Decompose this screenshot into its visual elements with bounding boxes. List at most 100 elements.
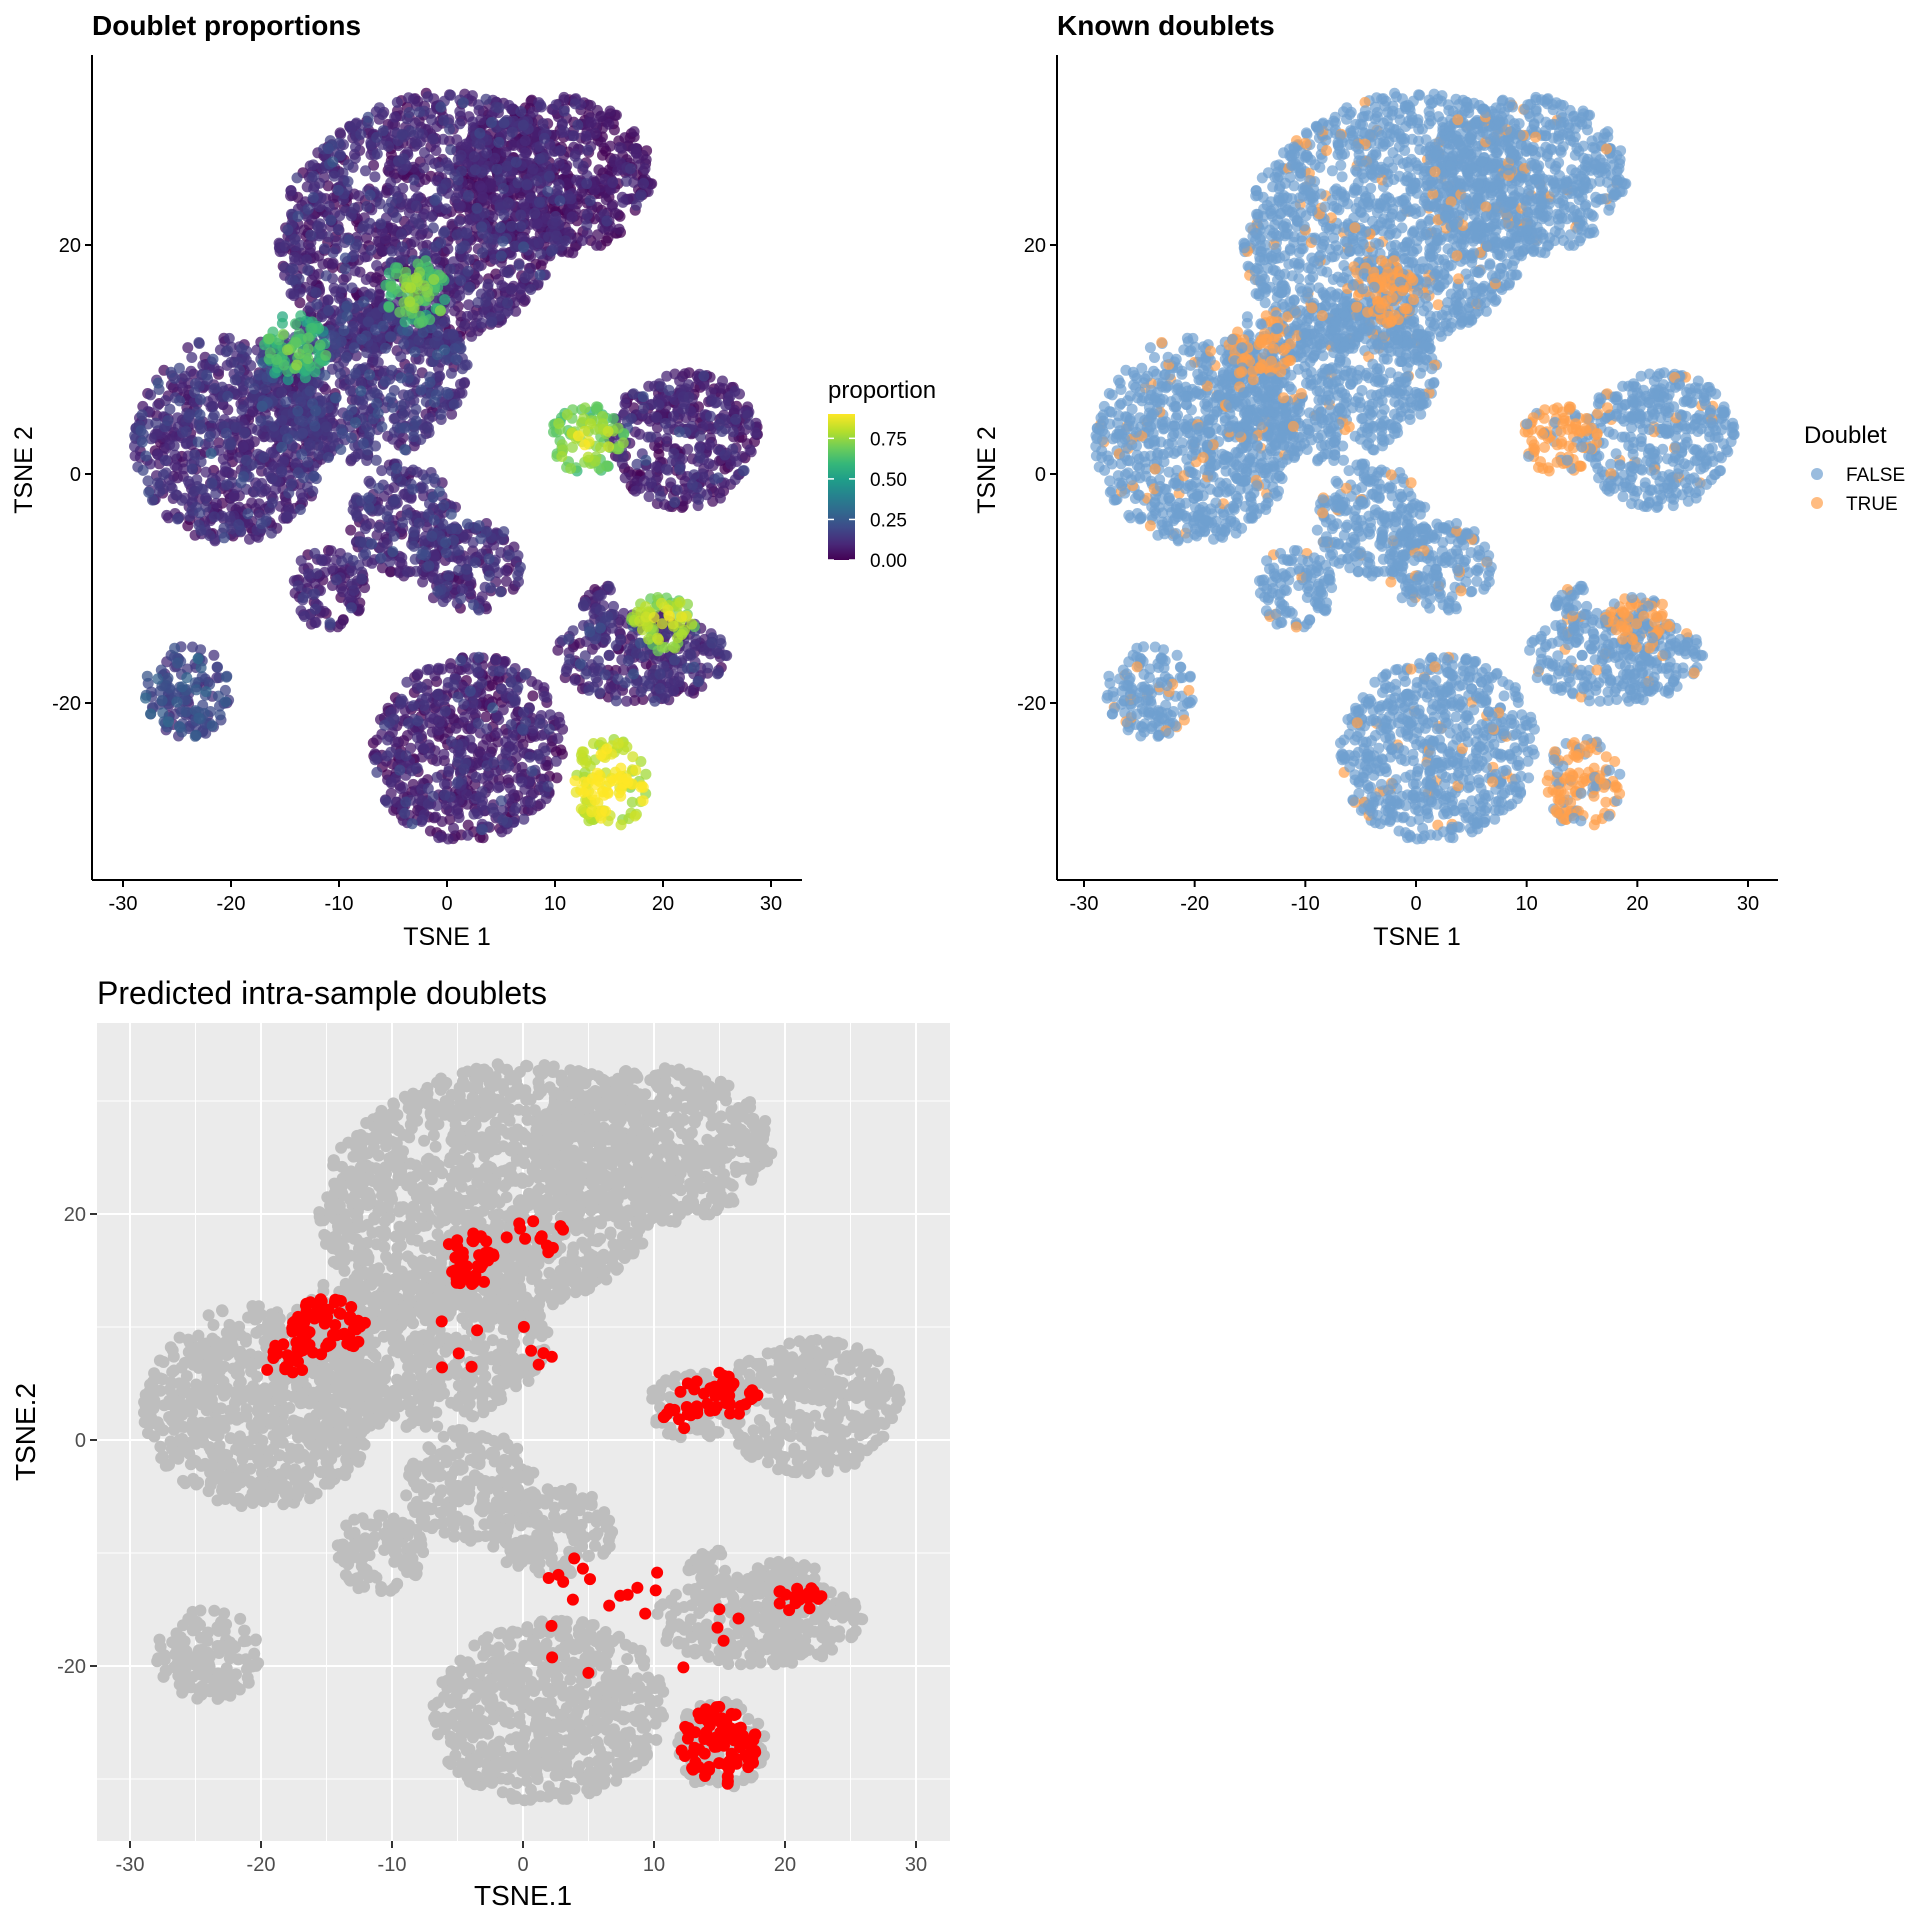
proportion-point xyxy=(642,680,654,692)
proportion-point xyxy=(411,732,423,743)
proportion-point xyxy=(534,717,546,729)
proportion-point xyxy=(470,771,482,783)
proportion-point xyxy=(744,444,756,456)
proportion-point xyxy=(403,92,415,104)
proportion-point xyxy=(430,811,442,823)
proportion-point xyxy=(371,388,383,400)
proportion-point xyxy=(463,189,474,201)
proportion-point xyxy=(418,700,430,711)
proportion-point xyxy=(607,177,619,188)
proportion-point xyxy=(595,589,607,601)
proportion-point xyxy=(385,196,397,208)
proportion-point xyxy=(407,464,419,476)
proportion-point xyxy=(380,795,392,807)
proportion-point xyxy=(498,117,510,129)
proportion-point xyxy=(497,814,509,826)
proportion-point xyxy=(461,227,473,239)
proportion-point xyxy=(327,563,339,575)
proportion-point xyxy=(534,153,546,165)
proportion-point xyxy=(527,163,539,175)
proportion-point xyxy=(289,233,301,245)
proportion-point xyxy=(172,513,184,525)
proportion-point xyxy=(307,485,319,497)
proportion-point xyxy=(403,389,414,401)
proportion-point xyxy=(403,717,415,729)
proportion-point xyxy=(661,433,673,444)
proportion-point xyxy=(356,573,368,585)
proportion-point xyxy=(615,142,627,154)
proportion-point xyxy=(444,123,456,135)
proportion-point xyxy=(397,153,409,165)
proportion-point xyxy=(686,479,698,491)
proportion-point xyxy=(453,215,465,227)
proportion-point xyxy=(668,447,680,459)
proportion-point xyxy=(467,697,479,709)
proportion-point xyxy=(698,370,710,382)
proportion-point xyxy=(268,420,280,432)
proportion-point xyxy=(442,833,454,845)
proportion-point xyxy=(445,144,457,156)
proportion-point xyxy=(477,832,489,844)
proportion-point xyxy=(152,477,164,489)
proportion-point xyxy=(365,244,377,256)
proportion-point xyxy=(507,690,518,702)
proportion-point xyxy=(445,89,457,101)
proportion-point xyxy=(517,119,529,131)
proportion-point xyxy=(183,409,195,421)
proportion-point xyxy=(580,668,592,680)
proportion-point xyxy=(481,760,493,772)
proportion-point xyxy=(249,486,261,498)
proportion-point xyxy=(439,789,451,801)
proportion-point xyxy=(684,685,696,697)
proportion-point xyxy=(610,695,622,707)
proportion-point xyxy=(129,450,141,462)
proportion-point xyxy=(559,235,571,247)
proportion-point xyxy=(688,469,700,481)
proportion-point xyxy=(278,456,290,468)
proportion-point xyxy=(396,241,408,253)
proportion-point xyxy=(564,653,576,665)
proportion-point xyxy=(551,184,563,196)
proportion-point xyxy=(674,464,686,475)
proportion-point xyxy=(558,105,570,117)
proportion-point xyxy=(386,364,398,376)
proportion-point xyxy=(719,449,731,461)
proportion-point xyxy=(440,203,452,215)
proportion-point xyxy=(349,202,360,214)
proportion-point xyxy=(451,229,463,241)
proportion-point xyxy=(223,332,235,344)
proportion-point xyxy=(395,351,407,363)
proportion-point xyxy=(727,426,739,438)
proportion-point xyxy=(310,287,322,299)
proportion-point xyxy=(308,170,320,182)
proportion-point xyxy=(663,384,675,396)
proportion-point xyxy=(398,409,410,421)
proportion-point xyxy=(391,472,402,484)
proportion-point xyxy=(419,147,430,159)
proportion-point xyxy=(332,224,344,235)
proportion-point xyxy=(658,692,670,704)
proportion-point xyxy=(347,555,359,566)
proportion-point xyxy=(180,425,192,437)
proportion-point xyxy=(266,497,278,509)
proportion-point xyxy=(505,719,517,731)
proportion-point xyxy=(451,523,463,535)
proportion-point xyxy=(433,716,445,728)
proportion-point xyxy=(447,328,459,340)
proportion-point xyxy=(237,441,249,453)
proportion-point xyxy=(408,174,420,186)
proportion-point xyxy=(503,99,515,111)
proportion-point xyxy=(161,509,173,521)
proportion-point xyxy=(543,723,555,735)
proportion-point xyxy=(285,185,297,197)
proportion-point xyxy=(427,790,439,802)
proportion-point xyxy=(474,180,486,192)
proportion-point xyxy=(481,147,493,159)
proportion-point xyxy=(208,649,220,661)
proportion-point xyxy=(643,491,655,503)
proportion-point xyxy=(411,762,423,774)
proportion-point xyxy=(313,449,325,461)
proportion-point xyxy=(604,105,616,117)
proportion-point xyxy=(617,196,629,208)
